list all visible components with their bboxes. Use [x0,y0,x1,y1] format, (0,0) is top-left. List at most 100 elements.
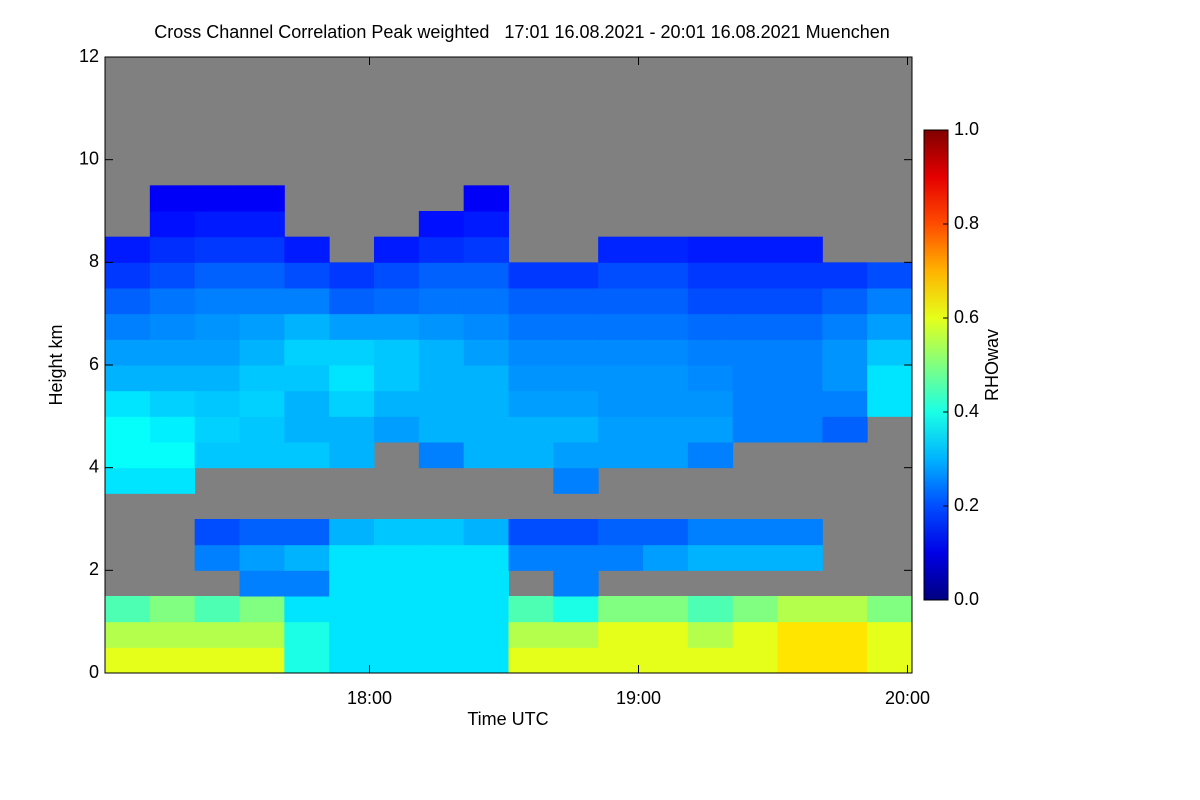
colorbar-tick-label: 0.2 [954,495,979,515]
heatmap-cell [418,647,465,674]
heatmap-cell [598,442,644,469]
y-tick-label: 12 [79,46,99,66]
heatmap-cell [149,185,196,212]
heatmap-cell [374,365,420,392]
heatmap-cell [374,647,420,674]
heatmap-cell [239,621,285,648]
heatmap-cell [418,621,465,648]
heatmap-cell [553,365,599,392]
heatmap-cell [732,390,778,417]
heatmap-cell [463,519,509,546]
heatmap-cell [284,621,330,648]
heatmap-cell [329,621,375,648]
heatmap-cell [598,313,644,340]
heatmap-cell [508,519,554,546]
heatmap-cell [463,416,509,443]
heatmap-cell [822,416,868,443]
heatmap-cell [822,647,868,674]
heatmap-cell [149,211,196,238]
heatmap-cell [598,647,644,674]
heatmap-cell [508,596,554,623]
heatmap-cell [463,313,509,340]
heatmap-cell [553,442,599,469]
heatmap-cell [643,442,689,469]
heatmap-cell [777,416,823,443]
heatmap-cell [149,596,196,623]
heatmap-cell [284,236,330,263]
heatmap-cell [239,570,285,597]
heatmap-cell [194,236,240,263]
heatmap-cell [374,621,420,648]
x-tick-label: 19:00 [616,688,661,708]
heatmap-cell [687,544,734,571]
heatmap-cell [598,519,644,546]
colorbar-tick-label: 0.0 [954,589,979,609]
heatmap-cell [598,416,644,443]
heatmap-cell [463,390,509,417]
heatmap-cell [777,621,823,648]
heatmap-cell [553,570,599,597]
heatmap-cell [463,211,509,238]
heatmap-cell [105,647,151,674]
heatmap-cell [284,262,330,289]
heatmap-cell [867,313,913,340]
heatmap-cell [418,596,465,623]
heatmap-cell [822,390,868,417]
heatmap-cell [643,596,689,623]
heatmap-cell [463,365,509,392]
heatmap-cell [463,236,509,263]
heatmap-cell [329,519,375,546]
heatmap-cell [418,313,465,340]
heatmap-cell [374,262,420,289]
heatmap-cell [732,313,778,340]
heatmap-cell [643,313,689,340]
heatmap-cell [284,416,330,443]
heatmap-cell [149,390,196,417]
chart-title: Cross Channel Correlation Peak weighted … [154,22,890,42]
heatmap-cell [374,416,420,443]
heatmap-cell [463,442,509,469]
heatmap-cell [822,621,868,648]
heatmap-cell [732,596,778,623]
heatmap-cell [732,339,778,366]
heatmap-cell [822,339,868,366]
heatmap-cell [329,365,375,392]
heatmap-cell [194,544,240,571]
heatmap-cell [239,185,285,212]
heatmap-cell [374,519,420,546]
heatmap-cell [105,442,151,469]
heatmap-cell [329,544,375,571]
heatmap-cell [687,390,734,417]
x-axis-label: Time UTC [467,709,548,729]
heatmap-cell [239,519,285,546]
heatmap-cell [418,211,465,238]
heatmap-cell [732,519,778,546]
heatmap-cell [867,262,913,289]
heatmap-cell [777,288,823,315]
heatmap-cell [643,236,689,263]
heatmap-cell [867,339,913,366]
heatmap-cell [508,416,554,443]
heatmap-cell [149,313,196,340]
heatmap-cell [194,390,240,417]
heatmap-cell [418,442,465,469]
heatmap-cell [508,544,554,571]
heatmap-cell [732,288,778,315]
heatmap-cell [777,544,823,571]
heatmap-cell [194,519,240,546]
heatmap-cell [643,365,689,392]
heatmap-cell [239,288,285,315]
heatmap-cell [598,288,644,315]
heatmap-cell [239,365,285,392]
heatmap-cell [374,390,420,417]
heatmap-cell [777,647,823,674]
heatmap-cell [418,570,465,597]
heatmap-cell [508,442,554,469]
heatmap-cell [553,647,599,674]
heatmap-cell [643,647,689,674]
heatmap-cell [508,621,554,648]
heatmap-cell [239,236,285,263]
heatmap-cell [508,339,554,366]
heatmap-cell [239,442,285,469]
heatmap-cell [418,236,465,263]
